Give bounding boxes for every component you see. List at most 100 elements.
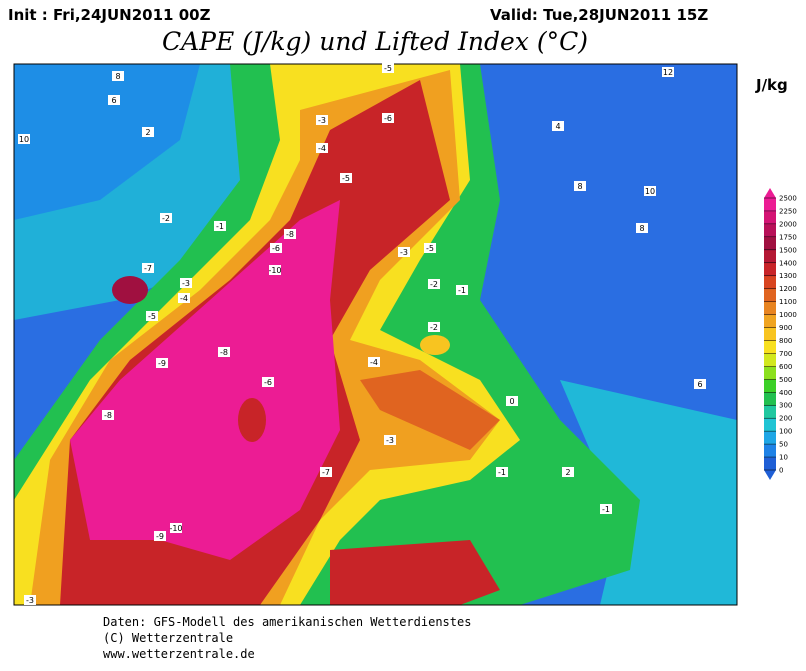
colorbar-label: 50	[779, 441, 788, 449]
color-band	[764, 366, 776, 380]
colorbar-label: 400	[779, 389, 792, 397]
color-band	[764, 249, 776, 264]
label-box	[398, 247, 410, 257]
color-band	[764, 314, 776, 329]
label-box	[178, 293, 190, 303]
label-box	[262, 377, 274, 387]
label-box	[108, 95, 120, 105]
contour-label: -3	[400, 248, 408, 257]
label-box	[269, 265, 281, 275]
colorbar-label: 300	[779, 402, 792, 410]
contour-label: -4	[180, 294, 188, 303]
color-band	[764, 379, 776, 393]
contour-label: 10	[645, 187, 655, 196]
label-box	[382, 113, 394, 123]
label-box	[496, 467, 508, 477]
label-box	[146, 311, 158, 321]
contour-label: -9	[158, 359, 166, 368]
colorbar-bottom	[764, 470, 776, 480]
color-band	[764, 457, 776, 471]
label-box	[270, 243, 282, 253]
contour-label: -6	[384, 114, 392, 123]
colorbar-label: 700	[779, 350, 792, 358]
contour-label: -6	[264, 378, 272, 387]
label-box	[384, 435, 396, 445]
color-band	[764, 392, 776, 406]
color-band	[764, 301, 776, 316]
contour-label: -7	[144, 264, 152, 273]
contour-label: 6	[111, 96, 116, 105]
label-box	[340, 173, 352, 183]
colorbar-label: 2250	[779, 207, 797, 215]
contour-label: -1	[216, 222, 224, 231]
contour-label: -1	[458, 286, 466, 295]
color-band	[764, 198, 776, 212]
colorbar-label: 200	[779, 415, 792, 423]
footer-line: (C) Wetterzentrale	[103, 631, 233, 645]
label-box	[456, 285, 468, 295]
contour-label: -1	[498, 468, 506, 477]
contour-label: -2	[430, 280, 438, 289]
color-band	[764, 340, 776, 354]
label-box	[316, 143, 328, 153]
contour-label: -3	[26, 596, 34, 605]
contour-label: -3	[318, 116, 326, 125]
label-box	[662, 67, 674, 77]
label-box	[636, 223, 648, 233]
contour-label: 2	[565, 468, 570, 477]
contour-label: -3	[182, 279, 190, 288]
color-band	[764, 327, 776, 341]
color-band	[764, 288, 776, 303]
contour-label: -9	[156, 532, 164, 541]
label-box	[24, 595, 36, 605]
color-band	[764, 405, 776, 419]
colorbar-label: 1300	[779, 272, 797, 280]
contour-label: -8	[286, 230, 294, 239]
colorbar-label: 2500	[779, 195, 797, 203]
label-box	[428, 279, 440, 289]
color-band	[764, 262, 776, 277]
label-box	[368, 357, 380, 367]
label-box	[428, 322, 440, 332]
color-band	[764, 210, 776, 225]
label-box	[284, 229, 296, 239]
label-box	[180, 278, 192, 288]
contour-label: 4	[555, 122, 560, 131]
footer-line: www.wetterzentrale.de	[103, 647, 255, 661]
label-box	[154, 531, 166, 541]
unit-label: J/kg	[755, 76, 788, 94]
contour-label: 8	[639, 224, 644, 233]
contour-label: 10	[19, 135, 29, 144]
contour-label: -10	[169, 524, 182, 533]
map-frame	[13, 63, 738, 606]
contour-label: -4	[318, 144, 326, 153]
label-box	[562, 467, 574, 477]
contour-label: 6	[697, 380, 702, 389]
label-box	[552, 121, 564, 131]
label-box	[214, 221, 226, 231]
label-box	[18, 134, 30, 144]
colorbar-label: 600	[779, 363, 792, 371]
label-box	[320, 467, 332, 477]
color-band	[764, 444, 776, 458]
colorbar-label: 2000	[779, 220, 797, 228]
map	[14, 64, 737, 605]
colorbar-label: 100	[779, 428, 792, 436]
label-box	[170, 523, 182, 533]
label-box	[506, 396, 518, 406]
colorbar-label: 500	[779, 376, 792, 384]
contour-label: -3	[386, 436, 394, 445]
contour-label: -5	[426, 244, 434, 253]
label-box	[160, 213, 172, 223]
contour-label: 8	[577, 182, 582, 191]
color-band	[764, 353, 776, 367]
contour-label: -4	[370, 358, 378, 367]
colorbar-label: 1500	[779, 246, 797, 254]
label-box	[424, 243, 436, 253]
label-box	[694, 379, 706, 389]
init-time: Init : Fri,24JUN2011 00Z	[8, 6, 211, 24]
contour-label: -6	[272, 244, 280, 253]
label-box	[102, 410, 114, 420]
label-box	[142, 127, 154, 137]
